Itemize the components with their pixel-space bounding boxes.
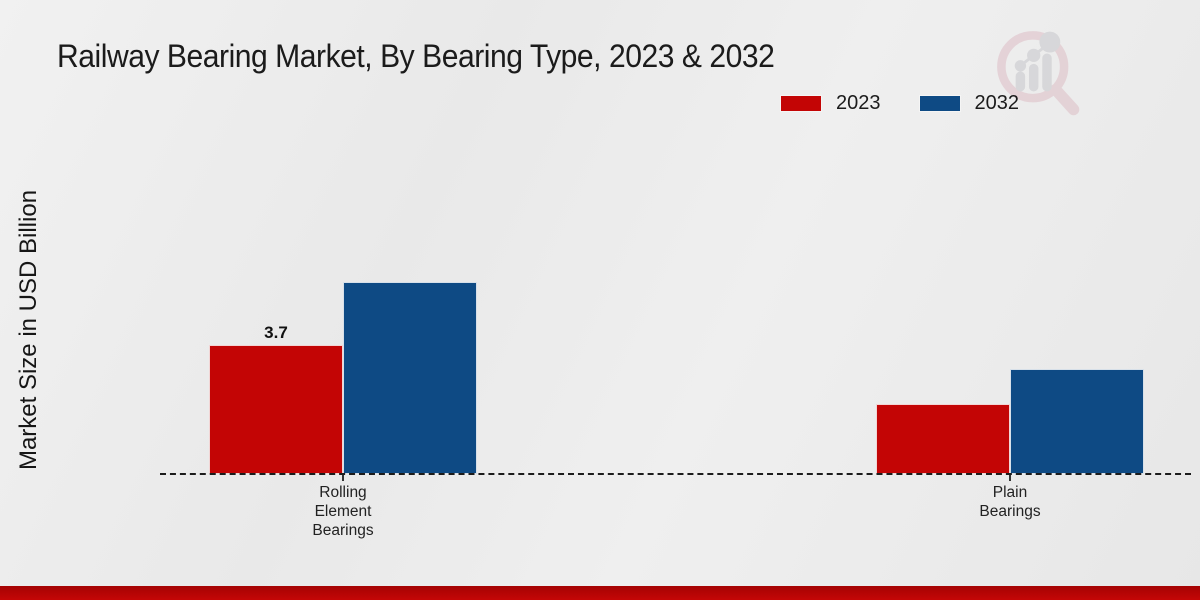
- legend-item-2023: 2023: [780, 92, 881, 115]
- bar-2023-plain-bearings: [876, 404, 1010, 474]
- x-tick-label-rolling-element-bearings: Rolling Element Bearings: [312, 484, 374, 539]
- bar-value-label-2023-rolling-element-bearings: 3.7: [264, 323, 288, 342]
- legend-label-2032: 2032: [974, 92, 1020, 114]
- legend-label-2023: 2023: [836, 92, 881, 114]
- mrfr-logo-watermark: [990, 24, 1085, 119]
- legend: 2023 2032: [780, 92, 1019, 115]
- bar-2023-rolling-element-bearings: [209, 345, 343, 474]
- legend-swatch-2032: [918, 95, 961, 112]
- bar-2032-rolling-element-bearings: [343, 282, 477, 474]
- footer-bar: [0, 586, 1200, 600]
- legend-swatch-2023: [780, 95, 822, 112]
- chart-title: Railway Bearing Market, By Bearing Type,…: [57, 38, 775, 74]
- x-axis-tick-plain-bearings: [1009, 475, 1011, 481]
- x-tick-label-plain-bearings: Plain Bearings: [979, 484, 1041, 520]
- bar-2032-plain-bearings: [1010, 369, 1144, 474]
- magnifier-bar-chart-icon: [997, 31, 1080, 116]
- x-axis-line: [160, 473, 1191, 475]
- x-axis-tick-rolling-element-bearings: [342, 475, 344, 481]
- legend-item-2032: 2032: [918, 92, 1020, 115]
